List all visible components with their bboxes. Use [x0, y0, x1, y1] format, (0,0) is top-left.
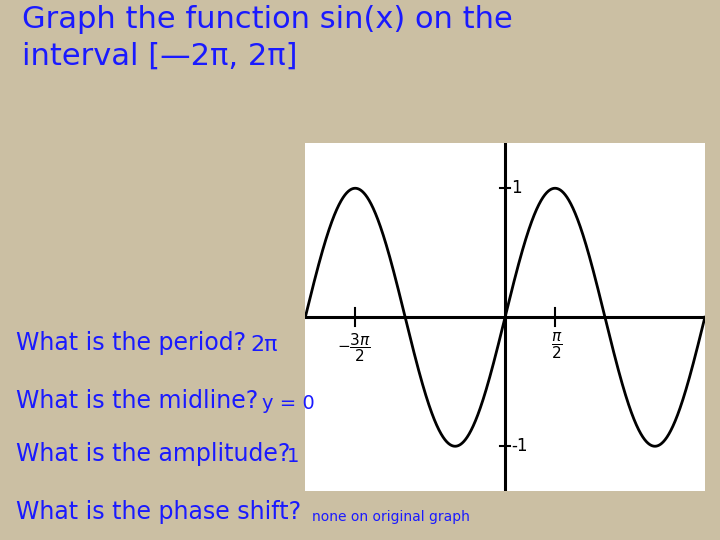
Text: What is the amplitude?: What is the amplitude? [16, 442, 291, 466]
Text: What is the midline?: What is the midline? [16, 389, 258, 413]
Text: 1: 1 [510, 179, 521, 197]
Text: $-\dfrac{3\pi}{2}$: $-\dfrac{3\pi}{2}$ [337, 332, 371, 364]
Text: -1: -1 [510, 437, 527, 455]
Text: none on original graph: none on original graph [312, 510, 469, 524]
Text: What is the phase shift?: What is the phase shift? [16, 500, 302, 524]
Text: y = 0: y = 0 [262, 394, 315, 413]
Text: Graph the function sin(x) on the
interval [—2π, 2π]: Graph the function sin(x) on the interva… [22, 4, 513, 71]
Text: 1: 1 [287, 447, 300, 466]
Text: What is the period?: What is the period? [16, 332, 246, 355]
Text: 2π: 2π [250, 335, 277, 355]
Text: $\dfrac{\pi}{2}$: $\dfrac{\pi}{2}$ [551, 332, 562, 361]
